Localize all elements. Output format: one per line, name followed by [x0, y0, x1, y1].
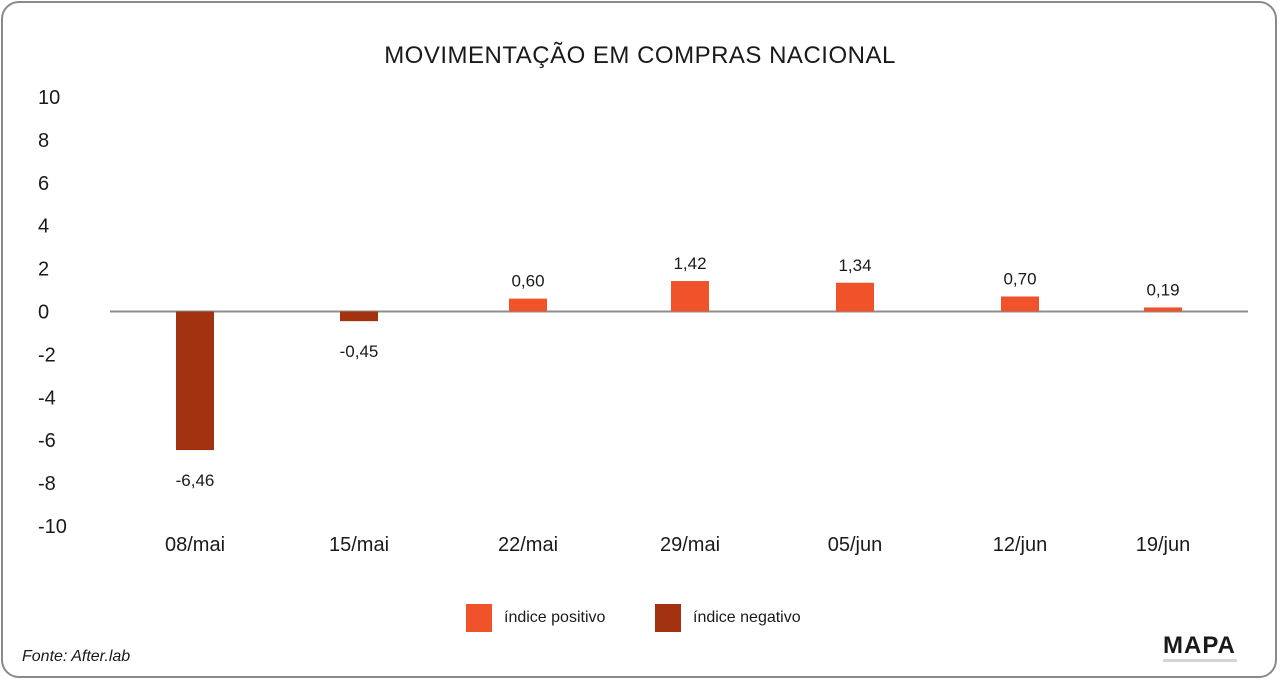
- data-label: 1,34: [838, 256, 871, 275]
- bar-29/mai: [671, 281, 709, 312]
- chart-title: MOVIMENTAÇÃO EM COMPRAS NACIONAL: [384, 42, 896, 69]
- y-tick-label: -4: [38, 387, 56, 409]
- source-note: Fonte: After.lab: [22, 648, 131, 665]
- y-tick-label: 6: [38, 173, 49, 195]
- x-tick-label: 29/mai: [660, 534, 720, 556]
- bar-19/jun: [1144, 307, 1182, 312]
- bar-05/jun: [836, 282, 874, 312]
- legend-swatch-negative: [655, 604, 681, 632]
- bar-22/mai: [509, 298, 547, 312]
- legend-label-negative: índice negativo: [693, 609, 801, 626]
- x-tick-label: 05/jun: [828, 534, 883, 556]
- data-label: 0,60: [511, 272, 544, 291]
- y-tick-label: 0: [38, 302, 49, 324]
- data-label: -0,45: [340, 342, 379, 361]
- legend: índice positivo índice negativo: [0, 604, 1280, 634]
- y-tick-label: 2: [38, 259, 49, 281]
- bar-chart: 10 8 6 4 2 0 -2 -4 -6 -8 -10 -6,46 08/mai -0,45 15/mai…: [38, 87, 1248, 556]
- legend-swatch-positive: [466, 604, 492, 632]
- y-tick-label: 10: [38, 87, 60, 109]
- mapa-logo: MAPA: [1163, 634, 1239, 662]
- x-tick-label: 12/jun: [993, 534, 1048, 556]
- y-tick-label: -8: [38, 473, 56, 495]
- legend-item-positive: índice positivo: [466, 604, 605, 632]
- y-tick-label: -2: [38, 344, 56, 366]
- y-tick-label: -6: [38, 430, 56, 452]
- logo-text: MAPA: [1163, 632, 1236, 659]
- data-label: 0,19: [1146, 280, 1179, 299]
- bar-08/mai: [176, 311, 214, 451]
- bar-15/mai: [340, 311, 378, 322]
- x-tick-label: 22/mai: [498, 534, 558, 556]
- bar-12/jun: [1001, 296, 1039, 312]
- x-tick-label: 19/jun: [1136, 534, 1191, 556]
- data-label: -6,46: [176, 471, 215, 490]
- legend-item-negative: índice negativo: [655, 604, 801, 632]
- x-tick-label: 15/mai: [329, 534, 389, 556]
- y-tick-label: -10: [38, 516, 67, 538]
- x-tick-label: 08/mai: [165, 534, 225, 556]
- y-tick-label: 4: [38, 216, 49, 238]
- data-label: 0,70: [1003, 269, 1036, 288]
- legend-label-positive: índice positivo: [504, 609, 606, 626]
- y-tick-label: 8: [38, 130, 49, 152]
- data-label: 1,42: [673, 254, 706, 273]
- logo-underline: [1163, 659, 1237, 662]
